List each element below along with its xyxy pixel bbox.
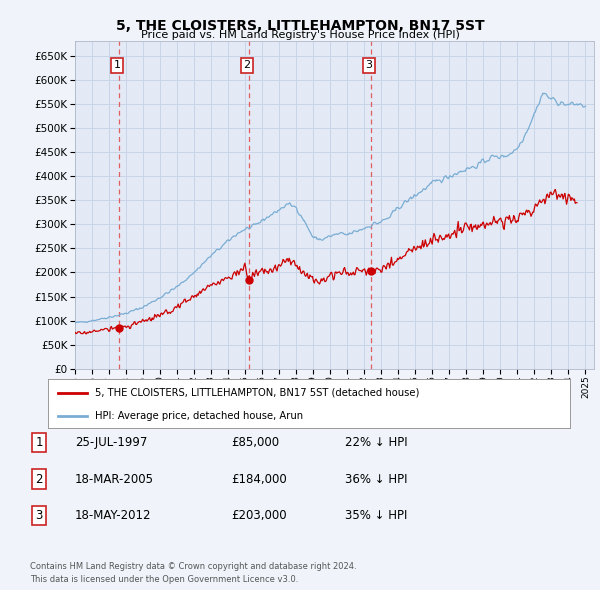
Text: 5, THE CLOISTERS, LITTLEHAMPTON, BN17 5ST (detached house): 5, THE CLOISTERS, LITTLEHAMPTON, BN17 5S… bbox=[95, 388, 419, 398]
Text: Price paid vs. HM Land Registry's House Price Index (HPI): Price paid vs. HM Land Registry's House … bbox=[140, 30, 460, 40]
Text: 1: 1 bbox=[113, 60, 121, 70]
Text: 36% ↓ HPI: 36% ↓ HPI bbox=[345, 473, 407, 486]
Text: 2: 2 bbox=[35, 473, 43, 486]
Text: 18-MAR-2005: 18-MAR-2005 bbox=[75, 473, 154, 486]
Text: £203,000: £203,000 bbox=[231, 509, 287, 522]
Text: £85,000: £85,000 bbox=[231, 436, 279, 449]
Text: 2: 2 bbox=[244, 60, 251, 70]
Text: 3: 3 bbox=[365, 60, 373, 70]
Text: 1: 1 bbox=[35, 436, 43, 449]
Text: 22% ↓ HPI: 22% ↓ HPI bbox=[345, 436, 407, 449]
Text: Contains HM Land Registry data © Crown copyright and database right 2024.: Contains HM Land Registry data © Crown c… bbox=[30, 562, 356, 571]
Text: 25-JUL-1997: 25-JUL-1997 bbox=[75, 436, 148, 449]
Text: 5, THE CLOISTERS, LITTLEHAMPTON, BN17 5ST: 5, THE CLOISTERS, LITTLEHAMPTON, BN17 5S… bbox=[116, 19, 484, 33]
Text: 3: 3 bbox=[35, 509, 43, 522]
Text: 35% ↓ HPI: 35% ↓ HPI bbox=[345, 509, 407, 522]
Text: This data is licensed under the Open Government Licence v3.0.: This data is licensed under the Open Gov… bbox=[30, 575, 298, 584]
Text: HPI: Average price, detached house, Arun: HPI: Average price, detached house, Arun bbox=[95, 411, 303, 421]
Text: 18-MAY-2012: 18-MAY-2012 bbox=[75, 509, 151, 522]
Text: £184,000: £184,000 bbox=[231, 473, 287, 486]
